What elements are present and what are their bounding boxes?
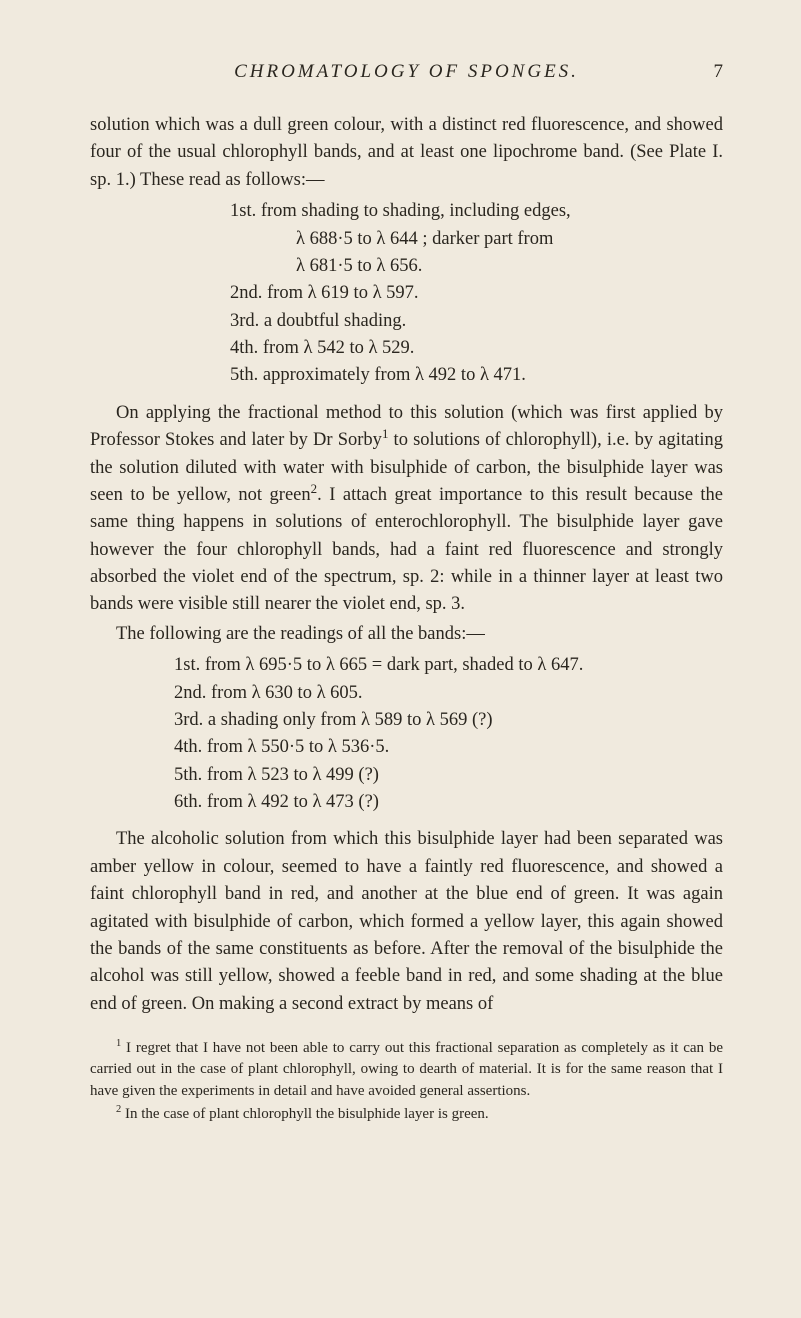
running-title: CHROMATOLOGY OF SPONGES. [120,58,693,86]
list1-item-5: 5th. approximately from λ 492 to λ 471. [230,362,723,389]
paragraph-3: The following are the readings of all th… [90,621,723,648]
list2-item-3: 3rd. a shading only from λ 589 to λ 569 … [174,707,723,734]
list1-item-3: 3rd. a doubtful shading. [230,308,723,335]
list2-item-6: 6th. from λ 492 to λ 473 (?) [174,789,723,816]
readings-list-1: 1st. from shading to shading, including … [230,198,723,390]
paragraph-4: The alcoholic solution from which this b… [90,826,723,1018]
list2-item-4: 4th. from λ 550·5 to λ 536·5. [174,734,723,761]
list2-item-2: 2nd. from λ 630 to λ 605. [174,680,723,707]
footnote-2-text: In the case of plant chlorophyll the bis… [121,1106,488,1122]
paragraph-1: solution which was a dull green colour, … [90,112,723,194]
list1-item-1: 1st. from shading to shading, including … [230,198,723,225]
page-number: 7 [693,58,723,86]
list2-item-5: 5th. from λ 523 to λ 499 (?) [174,762,723,789]
footnote-1: 1 I regret that I have not been able to … [90,1038,723,1102]
list2-item-1: 1st. from λ 695·5 to λ 665 = dark part, … [174,652,723,679]
paragraph-2: On applying the fractional method to thi… [90,400,723,619]
footnote-1-text: I regret that I have not been able to ca… [90,1040,723,1099]
list1-item-4: 4th. from λ 542 to λ 529. [230,335,723,362]
readings-list-2: 1st. from λ 695·5 to λ 665 = dark part, … [174,652,723,816]
page: CHROMATOLOGY OF SPONGES. 7 solution whic… [0,0,801,1318]
footnotes: 1 I regret that I have not been able to … [90,1038,723,1125]
page-header: CHROMATOLOGY OF SPONGES. 7 [90,58,723,86]
list1-item-1b: λ 681·5 to λ 656. [296,253,723,280]
footnote-2: 2 In the case of plant chlorophyll the b… [90,1104,723,1125]
list1-item-2: 2nd. from λ 619 to λ 597. [230,280,723,307]
list1-item-1a: λ 688·5 to λ 644 ; darker part from [296,226,723,253]
